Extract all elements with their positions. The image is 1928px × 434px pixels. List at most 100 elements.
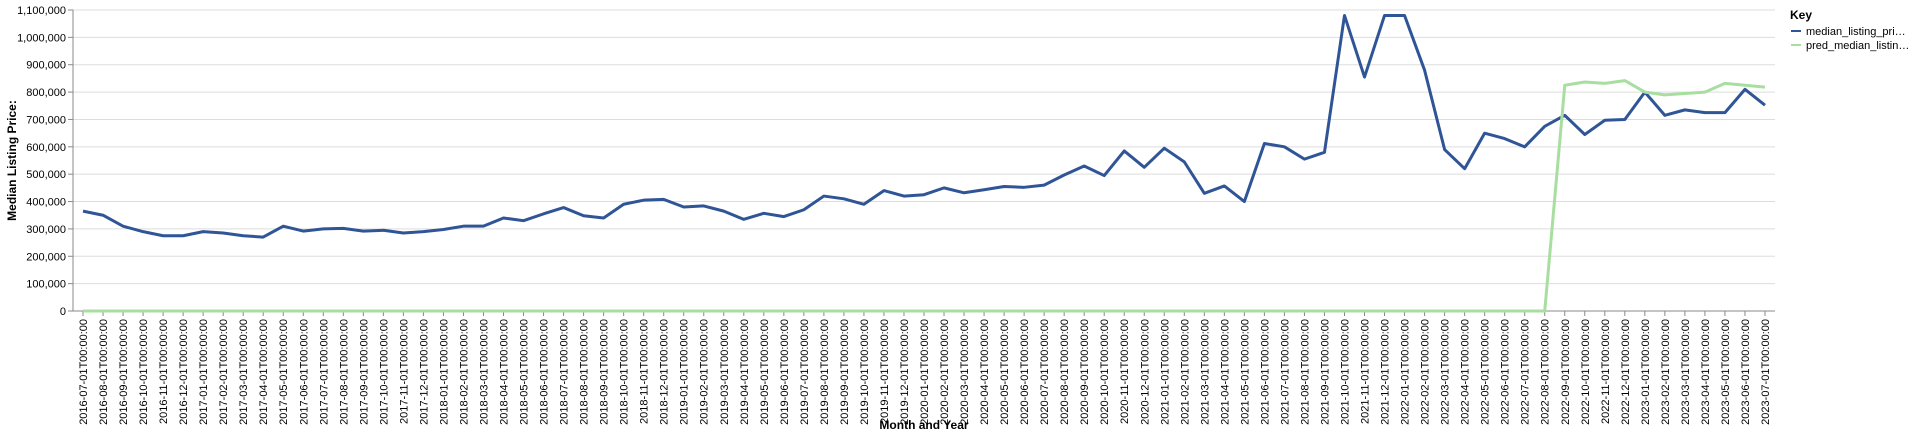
x-tick-label: 2023-07-01T00:00:00	[1760, 319, 1772, 425]
x-tick-label: 2018-10-01T00:00:00	[619, 319, 631, 425]
x-tick-label: 2018-05-01T00:00:00	[519, 319, 531, 425]
x-tick-label: 2022-01-01T00:00:00	[1400, 319, 1412, 425]
x-tick-label: 2016-08-01T00:00:00	[98, 319, 110, 425]
x-tick-label: 2019-12-01T00:00:00	[899, 319, 911, 425]
y-tick-label: 300,000	[26, 224, 66, 236]
x-tick-label: 2020-03-01T00:00:00	[959, 319, 971, 425]
x-tick-label: 2020-07-01T00:00:00	[1039, 319, 1051, 425]
x-tick-label: 2021-12-01T00:00:00	[1380, 319, 1392, 425]
x-tick-label: 2017-02-01T00:00:00	[218, 319, 230, 425]
x-tick-label: 2022-05-01T00:00:00	[1480, 319, 1492, 425]
y-tick-label: 800,000	[26, 87, 66, 99]
x-tick-label: 2022-10-01T00:00:00	[1580, 319, 1592, 425]
y-tick-label: 600,000	[26, 142, 66, 154]
x-tick-label: 2018-09-01T00:00:00	[599, 319, 611, 425]
x-tick-label: 2018-04-01T00:00:00	[499, 319, 511, 425]
x-tick-label: 2022-12-01T00:00:00	[1620, 319, 1632, 425]
x-tick-label: 2019-07-01T00:00:00	[799, 319, 811, 425]
x-tick-label: 2017-06-01T00:00:00	[298, 319, 310, 425]
y-tick-label: 100,000	[26, 279, 66, 291]
series-layer	[82, 13, 1766, 313]
x-tick-label: 2023-03-01T00:00:00	[1680, 319, 1692, 425]
x-tick-label: 2020-09-01T00:00:00	[1079, 319, 1091, 425]
x-tick-label: 2022-04-01T00:00:00	[1460, 319, 1472, 425]
x-tick-label: 2017-11-01T00:00:00	[398, 319, 410, 424]
x-tick-label: 2019-02-01T00:00:00	[699, 319, 711, 425]
x-tick-label: 2019-04-01T00:00:00	[739, 319, 751, 425]
y-tick-label: 1,100,000	[17, 5, 66, 17]
x-tick-label: 2016-11-01T00:00:00	[158, 319, 170, 424]
x-tick-label: 2020-08-01T00:00:00	[1059, 319, 1071, 425]
x-tick-label: 2019-05-01T00:00:00	[759, 319, 771, 425]
legend-title: Key	[1790, 8, 1812, 22]
x-tick-label: 2018-01-01T00:00:00	[438, 319, 450, 425]
x-tick-label: 2017-08-01T00:00:00	[338, 319, 350, 425]
x-tick-label: 2017-03-01T00:00:00	[238, 319, 250, 425]
legend-label: median_listing_pri…	[1806, 26, 1906, 38]
x-tick-label: 2018-11-01T00:00:00	[639, 319, 651, 424]
x-tick-label: 2022-02-01T00:00:00	[1420, 319, 1432, 425]
x-tick-label: 2019-10-01T00:00:00	[859, 319, 871, 425]
x-tick-label: 2016-10-01T00:00:00	[138, 319, 150, 425]
x-tick-label: 2021-10-01T00:00:00	[1339, 319, 1351, 425]
x-tick-label: 2018-07-01T00:00:00	[559, 319, 571, 425]
series-line-0	[82, 13, 1766, 239]
x-tick-label: 2021-07-01T00:00:00	[1279, 319, 1291, 425]
x-tick-label: 2021-06-01T00:00:00	[1259, 319, 1271, 425]
x-tick-label: 2018-12-01T00:00:00	[659, 319, 671, 425]
x-tick-label: 2017-07-01T00:00:00	[318, 319, 330, 425]
y-tick-label: 500,000	[26, 169, 66, 181]
x-tick-label: 2020-10-01T00:00:00	[1099, 319, 1111, 425]
x-tick-label: 2020-04-01T00:00:00	[979, 319, 991, 425]
y-tick-label: 1,000,000	[17, 32, 66, 44]
series-line-1	[83, 79, 1766, 313]
x-tick-label: 2019-08-01T00:00:00	[819, 319, 831, 425]
x-tick-label: 2023-06-01T00:00:00	[1740, 319, 1752, 425]
x-tick-label: 2021-03-01T00:00:00	[1199, 319, 1211, 425]
x-tick-label: 2020-02-01T00:00:00	[939, 319, 951, 425]
x-tick-label: 2022-07-01T00:00:00	[1520, 319, 1532, 425]
x-tick-label: 2017-10-01T00:00:00	[378, 319, 390, 425]
x-tick-label: 2021-09-01T00:00:00	[1319, 319, 1331, 425]
x-tick-label: 2020-01-01T00:00:00	[919, 319, 931, 425]
x-axis-title: Month and Year	[879, 418, 968, 432]
y-axis-ticks: 0 100,000 200,000 300,000 400,000 500,000 600,…	[17, 5, 73, 318]
y-tick-label: 0	[60, 306, 66, 318]
x-tick-label: 2018-03-01T00:00:00	[478, 319, 490, 425]
x-tick-label: 2020-12-01T00:00:00	[1139, 319, 1151, 425]
y-tick-label: 200,000	[26, 251, 66, 263]
x-tick-label: 2023-05-01T00:00:00	[1720, 319, 1732, 425]
x-tick-label: 2021-01-01T00:00:00	[1159, 319, 1171, 425]
x-tick-label: 2023-04-01T00:00:00	[1700, 319, 1712, 425]
x-tick-label: 2019-09-01T00:00:00	[839, 319, 851, 425]
x-tick-label: 2019-01-01T00:00:00	[679, 319, 691, 425]
x-tick-label: 2021-11-01T00:00:00	[1360, 319, 1372, 424]
legend-label: pred_median_listin…	[1806, 40, 1909, 52]
x-tick-label: 2021-02-01T00:00:00	[1179, 319, 1191, 425]
x-tick-label: 2019-11-01T00:00:00	[879, 319, 891, 424]
x-tick-label: 2019-03-01T00:00:00	[719, 319, 731, 425]
x-tick-label: 2017-09-01T00:00:00	[358, 319, 370, 425]
x-tick-label: 2018-02-01T00:00:00	[458, 319, 470, 425]
x-tick-label: 2017-01-01T00:00:00	[198, 319, 210, 425]
x-tick-label: 2018-06-01T00:00:00	[539, 319, 551, 425]
x-axis-ticks: 2016-07-01T00:00:00 2016-08-01T00:00:00 20…	[78, 311, 1772, 425]
x-tick-label: 2019-06-01T00:00:00	[779, 319, 791, 425]
x-tick-label: 2020-05-01T00:00:00	[999, 319, 1011, 425]
x-tick-label: 2022-11-01T00:00:00	[1600, 319, 1612, 424]
y-tick-label: 400,000	[26, 197, 66, 209]
legend: Key median_listing_pri… pred_median_listi…	[1790, 8, 1909, 52]
y-tick-label: 900,000	[26, 60, 66, 72]
x-tick-label: 2022-08-01T00:00:00	[1540, 319, 1552, 425]
y-axis-title: Median Listing Price:	[5, 100, 19, 221]
x-tick-label: 2016-12-01T00:00:00	[178, 319, 190, 425]
grid-lines	[73, 9, 1775, 312]
x-tick-label: 2016-07-01T00:00:00	[78, 319, 90, 425]
x-tick-label: 2022-06-01T00:00:00	[1500, 319, 1512, 425]
x-tick-label: 2023-02-01T00:00:00	[1660, 319, 1672, 425]
x-tick-label: 2023-01-01T00:00:00	[1640, 319, 1652, 425]
x-tick-label: 2020-06-01T00:00:00	[1019, 319, 1031, 425]
x-tick-label: 2021-08-01T00:00:00	[1299, 319, 1311, 425]
x-tick-label: 2017-12-01T00:00:00	[418, 319, 430, 425]
